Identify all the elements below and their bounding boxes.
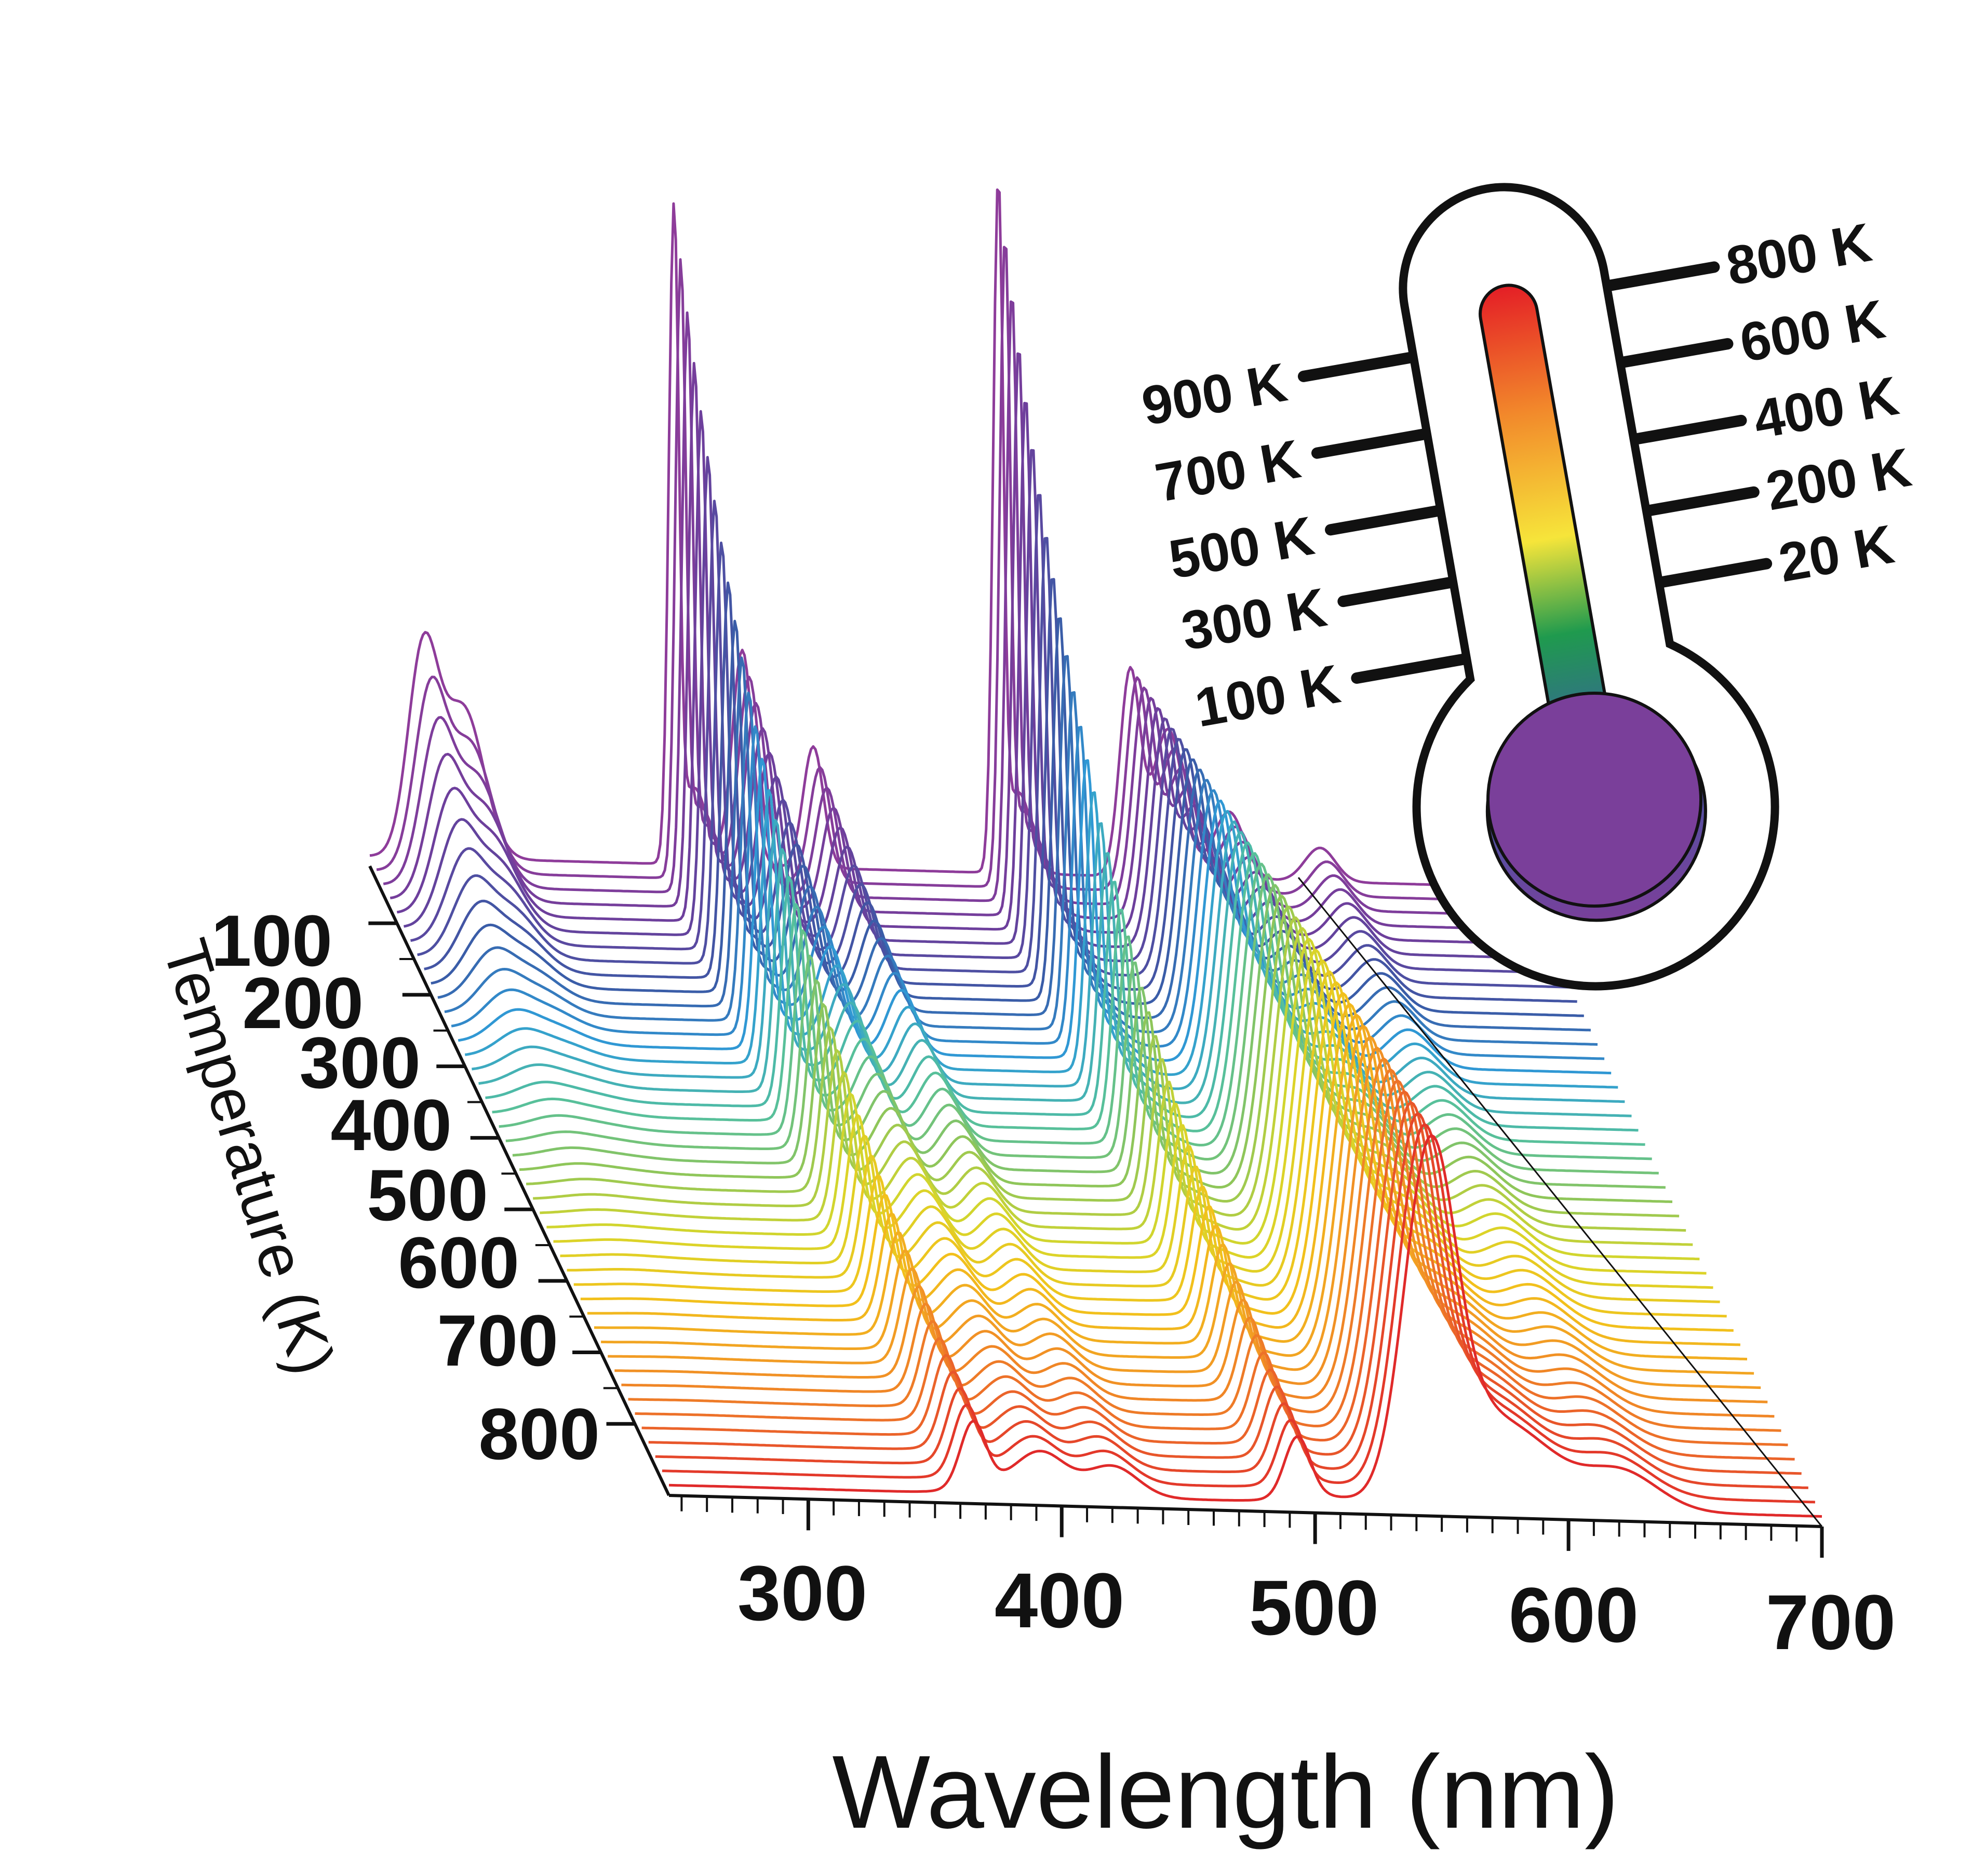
- x-tick-label: 400: [995, 1557, 1124, 1644]
- spectrum-trace: [417, 537, 1571, 989]
- y-tick-label: 700: [437, 1300, 558, 1381]
- spectrum-trace: [614, 1047, 1768, 1403]
- spectrum-trace: [472, 819, 1625, 1103]
- thermometer-right-ticks: [1603, 261, 1773, 588]
- thermometer-label-left: 500 K: [1164, 505, 1318, 590]
- spectrum-trace: [567, 970, 1720, 1303]
- spectrum-trace: [404, 449, 1557, 960]
- spectrum-trace: [601, 1025, 1754, 1375]
- spectrum-trace: [668, 1134, 1822, 1518]
- y-tick-label: 400: [330, 1084, 452, 1166]
- spectrum-trace: [641, 1090, 1795, 1461]
- spectrum-trace: [485, 841, 1639, 1132]
- spectrum-trace: [451, 725, 1605, 1060]
- spectrum-trace: [369, 188, 1523, 888]
- x-axis-title: Wavelength (nm): [832, 1734, 1619, 1850]
- wavelength-axis-line: [668, 1494, 1822, 1528]
- y-tick-label: 300: [299, 1022, 421, 1103]
- spectrum-trace: [464, 789, 1618, 1089]
- spectrum-trace: [621, 1058, 1775, 1418]
- thermometer-label-left: 100 K: [1191, 654, 1345, 739]
- spectrum-trace: [424, 578, 1577, 1003]
- spectrum-trace: [492, 852, 1645, 1146]
- thermometer-label-right: 800 K: [1722, 212, 1876, 297]
- thermometer-label-right: 400 K: [1749, 366, 1903, 451]
- spectrum-trace: [431, 617, 1584, 1017]
- wavelength-tick-labels: 300 400 500 600 700: [737, 1549, 1896, 1666]
- spectrum-trace: [608, 1036, 1761, 1389]
- spectrum-trace: [410, 494, 1564, 975]
- spectrum-trace: [533, 916, 1686, 1232]
- x-tick-label: 500: [1249, 1564, 1379, 1651]
- spectrum-trace: [655, 1112, 1808, 1489]
- thermometer-label-left: 900 K: [1137, 352, 1291, 437]
- spectrum-trace: [478, 831, 1632, 1117]
- spectrum-trace: [628, 1069, 1781, 1432]
- spectrum-trace: [648, 1101, 1802, 1475]
- thermometer-label-right: 600 K: [1736, 289, 1889, 374]
- x-tick-label: 300: [737, 1549, 867, 1637]
- thermometer-bulb: [1486, 692, 1702, 908]
- temperature-ticks: [368, 921, 635, 1426]
- spectrum-trace: [519, 895, 1673, 1203]
- spectrum-trace: [546, 938, 1700, 1261]
- y-tick-label: 200: [242, 962, 364, 1044]
- thermometer-label-left: 700 K: [1151, 428, 1305, 514]
- spectrum-trace: [383, 300, 1537, 917]
- temperature-axis-line: [368, 865, 670, 1496]
- spectrum-trace: [573, 981, 1727, 1318]
- spectrum-trace: [444, 691, 1598, 1046]
- thermometer-label-right: 20 K: [1774, 514, 1898, 594]
- spectrum-trace: [376, 246, 1530, 903]
- spectrum-trace: [458, 758, 1612, 1075]
- spectrum-trace: [594, 1014, 1748, 1360]
- x-tick-label: 700: [1766, 1578, 1896, 1666]
- spectrum-trace: [635, 1079, 1788, 1447]
- thermometer-label-right: 200 K: [1762, 437, 1915, 522]
- spectrum-trace: [540, 927, 1693, 1246]
- wavelength-ticks: [680, 1495, 1824, 1558]
- thermometer-label-left: 300 K: [1177, 577, 1331, 662]
- spectrum-trace: [390, 352, 1544, 932]
- spectrum-trace: [553, 949, 1707, 1275]
- y-tick-label: 100: [211, 900, 332, 981]
- spectrum-trace: [437, 655, 1591, 1032]
- spectrum-trace: [505, 873, 1659, 1175]
- spectrum-trace: [580, 992, 1734, 1332]
- spectra-traces: [369, 188, 1822, 1518]
- spectrum-trace: [526, 906, 1680, 1218]
- spectrum-trace: [499, 862, 1652, 1160]
- spectrum-trace: [512, 884, 1666, 1189]
- y-tick-label: 500: [367, 1154, 488, 1236]
- back-diagonal-line: [1297, 877, 1823, 1527]
- y-tick-label: 800: [478, 1393, 600, 1475]
- spectrum-trace: [662, 1123, 1816, 1504]
- spectrum-trace: [396, 401, 1550, 946]
- axes: [368, 865, 1824, 1558]
- x-tick-label: 600: [1509, 1571, 1639, 1658]
- y-tick-label: 600: [398, 1222, 519, 1303]
- spectrum-trace: [560, 960, 1713, 1289]
- thermometer-left-ticks: [1297, 352, 1470, 684]
- spectrum-trace: [587, 1003, 1741, 1346]
- temperature-tick-labels: 100 200 300 400 500 600 700 800: [211, 900, 600, 1475]
